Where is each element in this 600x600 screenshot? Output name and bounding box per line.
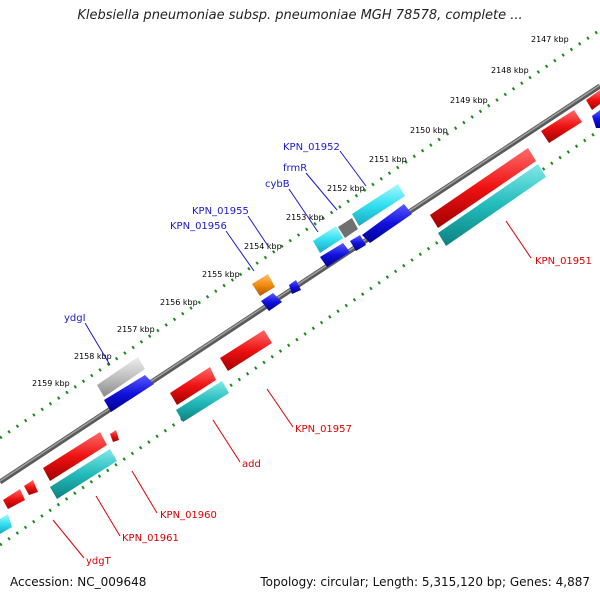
kbp-tick: 2147 kbp [531,35,569,44]
gene-cybB [313,226,343,253]
gene-KPN_01952 [352,184,405,226]
kbp-tick: 2151 kbp [369,155,407,164]
label-KPN_01961[interactable]: KPN_01961 [122,533,179,544]
label-KPN_01951[interactable]: KPN_01951 [535,256,592,267]
kbp-tick: 2149 kbp [450,96,488,105]
kbp-tick: 2159 kbp [32,379,70,388]
accession-text: Accession: NC_009648 [10,575,147,589]
label-ydgI[interactable]: ydgI [64,313,86,324]
kbp-ticks: 2147 kbp 2148 kbp 2149 kbp 2150 kbp 2151… [32,35,569,388]
gene-ydgI [97,357,145,397]
kbp-tick: 2152 kbp [327,184,365,193]
gene-left-red [3,489,25,509]
kbp-tick: 2156 kbp [160,298,198,307]
leader-lines [52,150,532,559]
gene-KPN_01951-teal [438,164,546,246]
genome-summary: Topology: circular; Length: 5,315,120 bp… [260,575,590,589]
gene-right-red [541,110,582,143]
map-title: Klebsiella pneumoniae subsp. pneumoniae … [77,8,523,23]
gene-ydgT [24,480,38,495]
label-KPN_01957[interactable]: KPN_01957 [295,424,352,435]
label-KPN_01955[interactable]: KPN_01955 [192,206,249,217]
gene-right-blue [592,110,600,128]
kbp-tick: 2157 kbp [117,325,155,334]
gene-add-teal [176,381,229,422]
label-add[interactable]: add [242,459,261,470]
label-frmR[interactable]: frmR [283,163,307,174]
gene-blue-ydgI [104,375,154,412]
kbp-tick: 2155 kbp [202,270,240,279]
gene-frmR-blue [350,235,366,251]
kbp-tick: 2150 kbp [410,126,448,135]
gene-KPN_01951 [430,148,536,228]
genes-upper [97,90,600,412]
kbp-tick: 2158 kbp [74,352,112,361]
gene-right-red-2 [586,90,600,110]
gene-KPN_01955 [261,293,282,311]
gene-small-red [110,430,119,442]
genes-lower [0,148,546,534]
label-KPN_01956[interactable]: KPN_01956 [170,221,227,232]
kbp-tick: 2153 kbp [286,213,324,222]
kbp-tick: 2154 kbp [244,242,282,251]
label-KPN_01952[interactable]: KPN_01952 [283,142,340,153]
lower-tick-track [0,128,600,547]
label-cybB[interactable]: cybB [265,179,290,190]
gene-KPN_01961 [50,449,117,499]
label-ydgT[interactable]: ydgT [86,556,112,567]
upper-tick-track [0,28,600,440]
gene-left-cyan [0,514,12,534]
gene-KPN_01956 [252,274,275,296]
gene-small-blue [289,280,301,294]
genome-backbone [0,83,600,485]
gene-KPN_01952-blue [362,204,412,243]
gene-frmR [338,218,358,238]
gene-KPN_01960 [43,432,107,481]
gene-labels: KPN_01952 frmR cybB KPN_01955 KPN_01956 … [64,142,592,567]
gene-add [170,367,216,405]
gene-cybB-blue [320,243,350,267]
gene-KPN_01957 [220,330,272,371]
kbp-tick: 2148 kbp [491,66,529,75]
label-KPN_01960[interactable]: KPN_01960 [160,510,217,521]
